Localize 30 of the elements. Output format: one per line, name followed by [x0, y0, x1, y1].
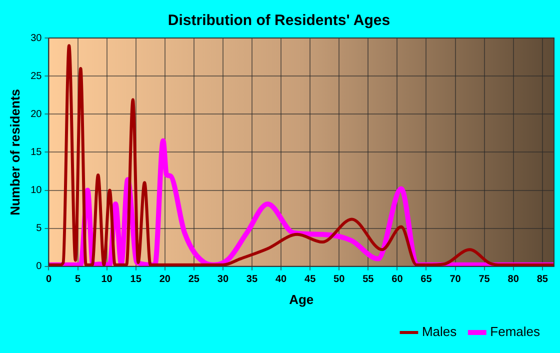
x-tick-label: 5: [74, 274, 81, 286]
legend-label: Females: [490, 324, 540, 340]
y-tick-label: 30: [30, 32, 42, 44]
x-tick-label: 45: [304, 274, 316, 286]
y-tick-label: 0: [36, 261, 42, 272]
x-tick-label: 20: [159, 274, 171, 286]
y-tick-label: 10: [30, 185, 42, 196]
chart-title: Distribution of Residents' Ages: [168, 12, 390, 30]
x-tick-label: 30: [217, 274, 229, 286]
x-tick-label: 85: [536, 274, 548, 286]
x-tick-label: 35: [246, 274, 258, 286]
x-tick-label: 55: [362, 274, 374, 286]
x-tick-label: 70: [450, 274, 462, 286]
x-tick-label: 60: [392, 274, 404, 286]
y-tick-label: 15: [30, 146, 42, 158]
y-axis-title: Number of residents: [7, 88, 22, 216]
x-tick-label: 40: [275, 274, 288, 286]
y-tick-label: 20: [30, 108, 42, 120]
x-tick-label: 15: [130, 274, 142, 286]
x-tick-label: 50: [334, 274, 346, 286]
y-tick-label: 5: [36, 223, 42, 234]
x-tick-label: 0: [46, 274, 52, 286]
x-tick-label: 75: [478, 274, 490, 286]
x-tick-label: 80: [508, 274, 520, 286]
x-tick-label: 10: [101, 274, 113, 286]
x-tick-label: 25: [188, 274, 200, 286]
y-tick-label: 25: [30, 70, 42, 82]
legend-label: Males: [422, 324, 458, 340]
x-tick-label: 65: [420, 274, 432, 286]
x-axis-title: Age: [289, 292, 314, 307]
